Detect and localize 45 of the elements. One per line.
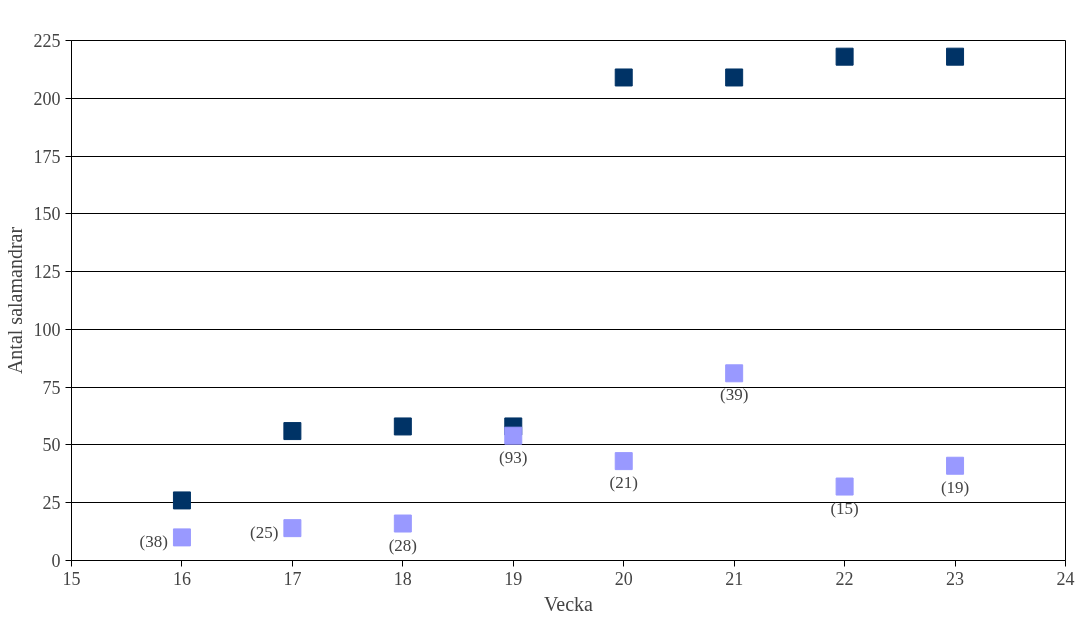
point: [172, 528, 191, 547]
point: [946, 456, 965, 475]
x-tick-label: 19: [504, 568, 523, 589]
point: [504, 426, 523, 445]
point: [614, 68, 633, 87]
y-tick-label: 75: [42, 377, 61, 398]
y-tick-label: 50: [42, 435, 61, 456]
y-tick-label: 100: [33, 319, 61, 340]
point: [283, 422, 302, 441]
y-tick-label: 175: [33, 146, 61, 167]
annotation: (21): [609, 473, 638, 493]
annotation: (93): [499, 447, 528, 467]
point: [614, 452, 633, 471]
point: [393, 514, 412, 533]
annotation: (39): [720, 385, 749, 405]
x-tick-label: 16: [172, 568, 191, 589]
x-axis-title: Vecka: [544, 592, 594, 615]
annotation: (15): [830, 498, 859, 518]
annotation: (38): [139, 531, 168, 551]
annotation: (28): [388, 535, 417, 555]
annotation: (19): [940, 477, 970, 497]
x-tick-label: 23: [946, 568, 965, 589]
point: [835, 477, 854, 496]
point: [725, 364, 744, 383]
y-tick-label: 0: [51, 551, 61, 571]
y-tick-label: 125: [33, 262, 61, 283]
x-tick-label: 22: [835, 568, 854, 589]
y-tick-label: 225: [33, 31, 61, 51]
point: [835, 47, 854, 66]
x-tick-label: 15: [62, 568, 81, 589]
x-tick-label: 20: [614, 568, 633, 589]
y-tick-label: 25: [42, 493, 61, 514]
point: [946, 47, 965, 66]
x-tick-label: 21: [725, 568, 744, 589]
y-tick-label: 150: [33, 204, 61, 225]
x-tick-label: 17: [283, 568, 302, 589]
x-tick-label: 18: [393, 568, 412, 589]
point: [172, 491, 191, 510]
x-tick-label: 24: [1056, 568, 1075, 589]
annotation: (25): [250, 522, 279, 542]
point: [283, 519, 302, 538]
point: [393, 417, 412, 436]
y-tick-label: 200: [33, 88, 61, 109]
point: [725, 68, 744, 87]
y-axis-title: Antal salamandrar: [3, 226, 26, 375]
